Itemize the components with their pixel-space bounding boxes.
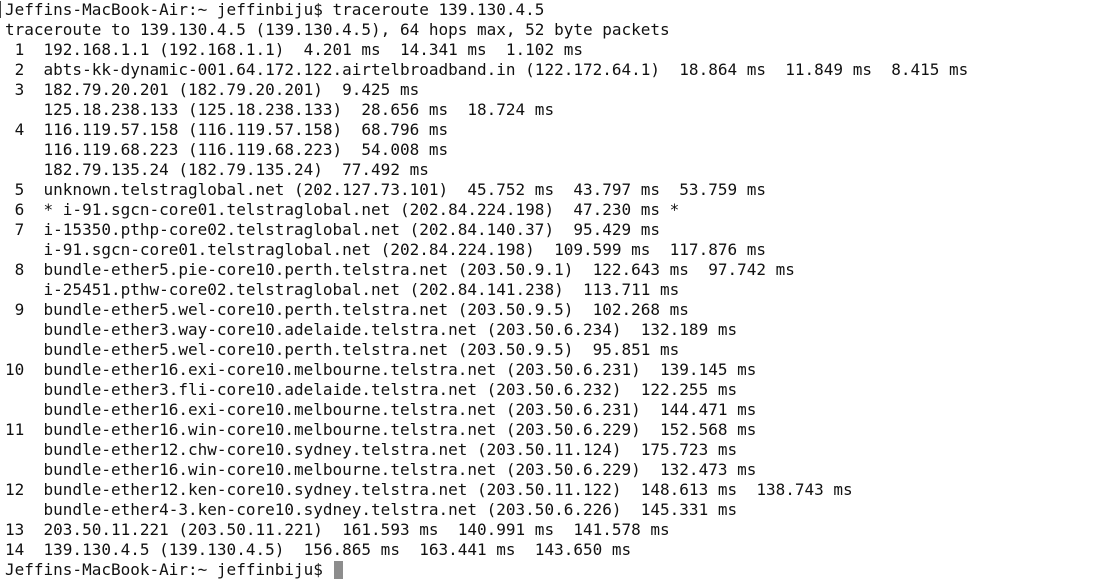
output-line: 4 116.119.57.158 (116.119.57.158) 68.796… bbox=[5, 120, 449, 139]
output-line: bundle-ether16.exi-core10.melbourne.tels… bbox=[5, 400, 757, 419]
output-line: 10 bundle-ether16.exi-core10.melbourne.t… bbox=[5, 360, 757, 379]
output-line: 12 bundle-ether12.ken-core10.sydney.tels… bbox=[5, 480, 853, 499]
output-line: 3 182.79.20.201 (182.79.20.201) 9.425 ms bbox=[5, 80, 420, 99]
output-line: 116.119.68.223 (116.119.68.223) 54.008 m… bbox=[5, 140, 449, 159]
output-line: bundle-ether16.win-core10.melbourne.tels… bbox=[5, 460, 757, 479]
output-line: 5 unknown.telstraglobal.net (202.127.73.… bbox=[5, 180, 766, 199]
text-cursor bbox=[333, 561, 343, 579]
output-line: traceroute to 139.130.4.5 (139.130.4.5),… bbox=[5, 20, 670, 39]
output-line: bundle-ether4-3.ken-core10.sydney.telstr… bbox=[5, 500, 738, 519]
output-line: 14 139.130.4.5 (139.130.4.5) 156.865 ms … bbox=[5, 540, 632, 559]
output-line: 7 i-15350.pthp-core02.telstraglobal.net … bbox=[5, 220, 661, 239]
output-line: 8 bundle-ether5.pie-core10.perth.telstra… bbox=[5, 260, 795, 279]
output-line: 2 abts-kk-dynamic-001.64.172.122.airtelb… bbox=[5, 60, 969, 79]
output-line: 182.79.135.24 (182.79.135.24) 77.492 ms bbox=[5, 160, 429, 179]
output-line: bundle-ether12.chw-core10.sydney.telstra… bbox=[5, 440, 738, 459]
terminal-output: Jeffins-MacBook-Air:~ jeffinbiju$ tracer… bbox=[5, 0, 969, 559]
scroll-marker bbox=[0, 1, 1, 18]
output-line: bundle-ether3.way-core10.adelaide.telstr… bbox=[5, 320, 738, 339]
shell-prompt: Jeffins-MacBook-Air:~ jeffinbiju$ bbox=[5, 560, 333, 579]
command-line: Jeffins-MacBook-Air:~ jeffinbiju$ tracer… bbox=[5, 0, 545, 19]
output-line: bundle-ether5.wel-core10.perth.telstra.n… bbox=[5, 340, 680, 359]
output-line: 11 bundle-ether16.win-core10.melbourne.t… bbox=[5, 420, 757, 439]
output-line: 125.18.238.133 (125.18.238.133) 28.656 m… bbox=[5, 100, 555, 119]
output-line: 1 192.168.1.1 (192.168.1.1) 4.201 ms 14.… bbox=[5, 40, 583, 59]
output-line: 6 * i-91.sgcn-core01.telstraglobal.net (… bbox=[5, 200, 680, 219]
output-line: 9 bundle-ether5.wel-core10.perth.telstra… bbox=[5, 300, 689, 319]
output-line: i-25451.pthw-core02.telstraglobal.net (2… bbox=[5, 280, 680, 299]
output-line: i-91.sgcn-core01.telstraglobal.net (202.… bbox=[5, 240, 766, 259]
output-line: 13 203.50.11.221 (203.50.11.221) 161.593… bbox=[5, 520, 670, 539]
output-line: bundle-ether3.fli-core10.adelaide.telstr… bbox=[5, 380, 738, 399]
prompt-line[interactable]: Jeffins-MacBook-Air:~ jeffinbiju$ bbox=[0, 560, 1118, 580]
